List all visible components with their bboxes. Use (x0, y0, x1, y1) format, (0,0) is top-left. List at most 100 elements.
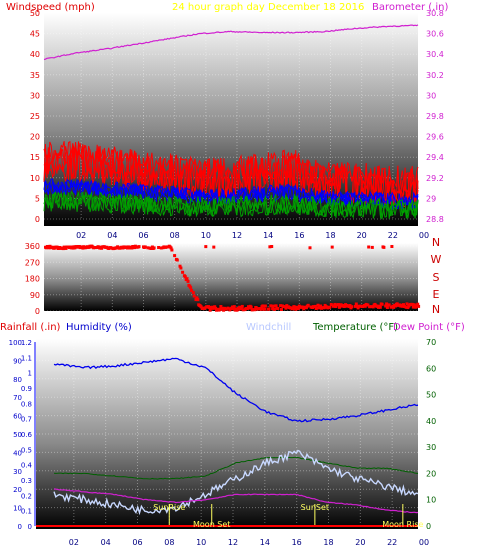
rain-tick-label: 0.7 (21, 416, 32, 424)
direction-point (396, 303, 400, 307)
direction-point (259, 307, 263, 311)
humidity-tick-label: 30 (13, 468, 22, 476)
x-tick-label: 20 (357, 231, 367, 240)
direction-point (267, 307, 271, 311)
direction-point (186, 279, 190, 283)
direction-point (269, 304, 273, 308)
direction-point (334, 305, 338, 308)
x-tick-label: 02 (76, 231, 86, 240)
direction-point (212, 245, 216, 249)
series-layer (43, 24, 421, 526)
baro-tick-label: 28.8 (426, 215, 444, 224)
x-tick-label: 00 (419, 538, 429, 547)
direction-point (271, 307, 275, 311)
direction-point (411, 305, 415, 309)
wind-tick-label: 35 (30, 71, 40, 80)
direction-point (263, 307, 267, 311)
event-label: Moon Set (193, 520, 230, 529)
direction-point (416, 302, 420, 306)
x-tick-label: 14 (263, 231, 273, 240)
temperature-tick-label: 30 (426, 443, 436, 452)
wind-tick-label: 40 (30, 50, 40, 59)
direction-point (226, 306, 230, 310)
direction-point (200, 307, 204, 310)
humidity-tick-label: 20 (13, 486, 22, 494)
humidity-tick-label: 60 (13, 413, 22, 421)
x-tick-label: 12 (228, 538, 238, 547)
rain-tick-label: 0.4 (21, 462, 33, 470)
humidity-series-line (53, 357, 419, 423)
direction-point (272, 304, 275, 308)
rain-tick-label: 0.3 (21, 477, 32, 485)
direction-tick-label: 180 (25, 275, 40, 284)
direction-point (294, 307, 298, 311)
compass-label: N (432, 236, 440, 249)
rain-tick-label: 0.5 (21, 446, 32, 454)
x-tick-label: 18 (323, 538, 333, 547)
wind-tick-label: 5 (35, 194, 40, 203)
direction-point (320, 306, 323, 310)
direction-point (159, 246, 163, 250)
direction-point (296, 306, 300, 310)
direction-point (240, 304, 244, 308)
x-tick-label: 00 (419, 231, 429, 240)
direction-point (329, 303, 333, 306)
wind-tick-label: 0 (35, 215, 40, 224)
direction-point (261, 304, 265, 308)
direction-point (316, 303, 320, 307)
direction-point (192, 294, 196, 298)
direction-point (333, 302, 337, 306)
baro-tick-label: 29.2 (426, 174, 444, 183)
direction-point (268, 245, 272, 249)
direction-point (190, 288, 193, 292)
humidity-tick-label: 10 (13, 505, 22, 513)
direction-point (218, 307, 222, 311)
x-tick-label: 10 (201, 231, 211, 240)
baro-tick-label: 30.2 (426, 71, 444, 80)
humidity-tick-label: 0 (18, 523, 22, 531)
temperature-tick-label: 60 (426, 364, 436, 373)
direction-point (343, 304, 347, 308)
direction-point (314, 307, 318, 310)
direction-tick-label: 90 (30, 291, 40, 300)
direction-point (395, 302, 399, 306)
direction-point (354, 302, 358, 306)
x-tick-label: 06 (132, 538, 142, 547)
wind-tick-label: 25 (30, 112, 40, 121)
graph-title: 24 hour graph day December 18 2016 (172, 2, 364, 13)
direction-point (204, 245, 208, 249)
average-wind-series-line (43, 178, 419, 211)
direction-point (169, 246, 173, 250)
direction-point (378, 305, 382, 309)
direction-point (208, 308, 212, 312)
rain-tick-label: 1 (28, 370, 32, 378)
direction-point (387, 303, 391, 307)
direction-point (371, 305, 375, 309)
direction-point (143, 245, 147, 249)
baro-tick-label: 29.6 (426, 133, 444, 142)
wind-tick-label: 10 (30, 174, 40, 183)
direction-point (312, 305, 315, 309)
rain-tick-label: 1.1 (21, 354, 32, 362)
direction-point (185, 277, 189, 281)
x-tick-label: 08 (170, 231, 180, 240)
direction-point (370, 245, 374, 249)
x-tick-label: 12 (232, 231, 242, 240)
direction-point (402, 305, 406, 308)
direction-point (293, 305, 297, 309)
temperature-series-line (53, 456, 419, 480)
direction-point (285, 304, 289, 308)
direction-point (355, 304, 359, 308)
direction-point (368, 305, 372, 309)
wind-tick-label: 15 (30, 153, 40, 162)
direction-point (213, 305, 217, 309)
direction-point (361, 305, 364, 308)
direction-point (401, 304, 405, 308)
direction-point (382, 245, 386, 249)
windchill-axis-label: Windchill (246, 322, 291, 333)
direction-point (272, 307, 276, 311)
temperature-tick-label: 0 (426, 522, 431, 531)
rain-tick-label: 1.2 (21, 339, 32, 347)
direction-point (384, 304, 388, 308)
baro-tick-label: 29 (426, 194, 436, 203)
